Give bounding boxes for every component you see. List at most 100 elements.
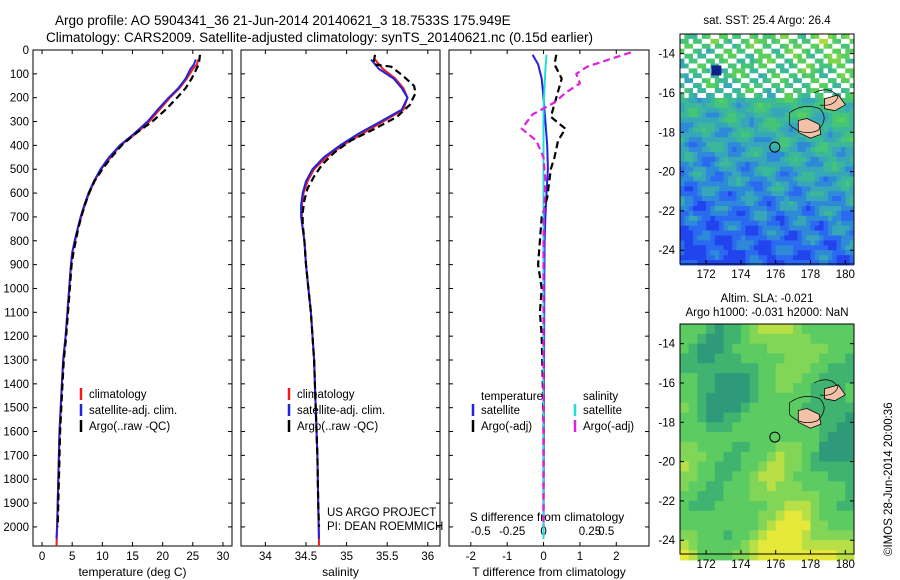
- map-cell: [710, 43, 716, 50]
- map-cell: [736, 235, 742, 241]
- map-cell: [797, 225, 803, 232]
- map-cell: [723, 181, 729, 187]
- map-cell: [727, 97, 733, 104]
- map-cell: [758, 402, 768, 413]
- map-cell: [810, 102, 816, 109]
- map-cell: [806, 43, 811, 50]
- map-cell: [714, 220, 720, 227]
- map-cell: [749, 353, 759, 364]
- map-cell: [758, 441, 768, 453]
- map-cell: [754, 240, 759, 246]
- map-cell: [688, 500, 698, 512]
- map-cell: [784, 230, 790, 236]
- x-tick-label: 176: [766, 559, 785, 571]
- map-cell: [697, 83, 703, 89]
- map-cell: [810, 510, 820, 522]
- map-cell: [827, 206, 833, 212]
- map-cell: [719, 151, 724, 158]
- map-cell: [762, 240, 768, 246]
- map-cell: [740, 97, 746, 104]
- map-cell: [758, 43, 764, 50]
- map-cell: [784, 53, 790, 60]
- map-cell: [684, 53, 690, 60]
- map-cell: [749, 383, 759, 394]
- map-cell: [819, 510, 829, 522]
- map-cell: [762, 58, 768, 64]
- map-cell: [727, 112, 733, 118]
- map-cell: [706, 117, 711, 123]
- map-cell: [758, 156, 764, 163]
- map-cell: [732, 102, 737, 109]
- map-cell: [723, 206, 729, 212]
- map-cell: [762, 171, 768, 177]
- map-cell: [758, 520, 768, 531]
- map-cell: [697, 245, 703, 251]
- copyright-label: ©IMOS 28-Jun-2014 20:00:36: [883, 402, 895, 556]
- map-cell: [688, 441, 698, 453]
- map-cell: [832, 43, 838, 50]
- map-cell: [801, 147, 807, 153]
- map-cell: [819, 73, 824, 79]
- map-cell: [745, 147, 751, 153]
- map-cell: [793, 117, 798, 123]
- map-cell: [801, 451, 811, 463]
- map-cell: [688, 78, 694, 84]
- map-cell: [775, 451, 785, 463]
- map-cell: [819, 373, 829, 384]
- map-cell: [727, 206, 733, 212]
- map-cell: [680, 353, 690, 364]
- map-cell: [771, 63, 777, 69]
- map-cell: [710, 34, 716, 40]
- map-cell: [767, 151, 772, 158]
- map-cell: [762, 260, 768, 266]
- map-cell: [827, 73, 833, 79]
- map-cell: [762, 53, 768, 60]
- map-cell: [775, 142, 781, 148]
- map-cell: [775, 210, 781, 217]
- map-cell: [823, 53, 829, 60]
- map-cell: [814, 206, 820, 212]
- map-cell: [714, 156, 720, 163]
- map-cell: [740, 230, 746, 236]
- map-cell: [684, 210, 690, 217]
- map-cell: [758, 112, 764, 118]
- map-cell: [706, 43, 711, 50]
- map-cell: [714, 412, 724, 423]
- map-cell: [771, 240, 777, 246]
- map-cell: [827, 363, 838, 374]
- map-cell: [706, 107, 711, 114]
- map-cell: [727, 127, 733, 133]
- map-cell: [793, 235, 798, 241]
- map-cell: [754, 220, 759, 227]
- island-shape: [797, 118, 822, 139]
- map-cell: [723, 102, 729, 109]
- map-cell: [714, 343, 724, 354]
- map-cell: [736, 181, 742, 187]
- map-cell: [784, 112, 790, 118]
- map-cell: [693, 201, 698, 207]
- map-cell: [793, 510, 803, 522]
- map-cell: [688, 176, 694, 182]
- map-cell: [801, 58, 807, 64]
- map-cell: [814, 225, 820, 232]
- map-cell: [788, 88, 794, 94]
- map-cell: [819, 240, 824, 246]
- map-cell: [706, 58, 711, 64]
- map-cell: [819, 235, 824, 241]
- map-cell: [784, 58, 790, 64]
- map-cell: [784, 78, 790, 84]
- map-cell: [836, 353, 846, 364]
- map-cell: [775, 412, 785, 423]
- map-cell: [767, 127, 772, 133]
- map-cell: [697, 186, 703, 192]
- map-cell: [775, 240, 781, 246]
- map-cell: [749, 161, 755, 168]
- y-tick-label: -24: [658, 245, 675, 257]
- map-cell: [767, 343, 777, 354]
- map-cell: [714, 171, 720, 177]
- map-cell: [732, 363, 742, 374]
- map-cell: [801, 34, 807, 40]
- map-cell: [732, 461, 742, 472]
- map-cell: [810, 48, 816, 55]
- map-cell: [749, 176, 755, 182]
